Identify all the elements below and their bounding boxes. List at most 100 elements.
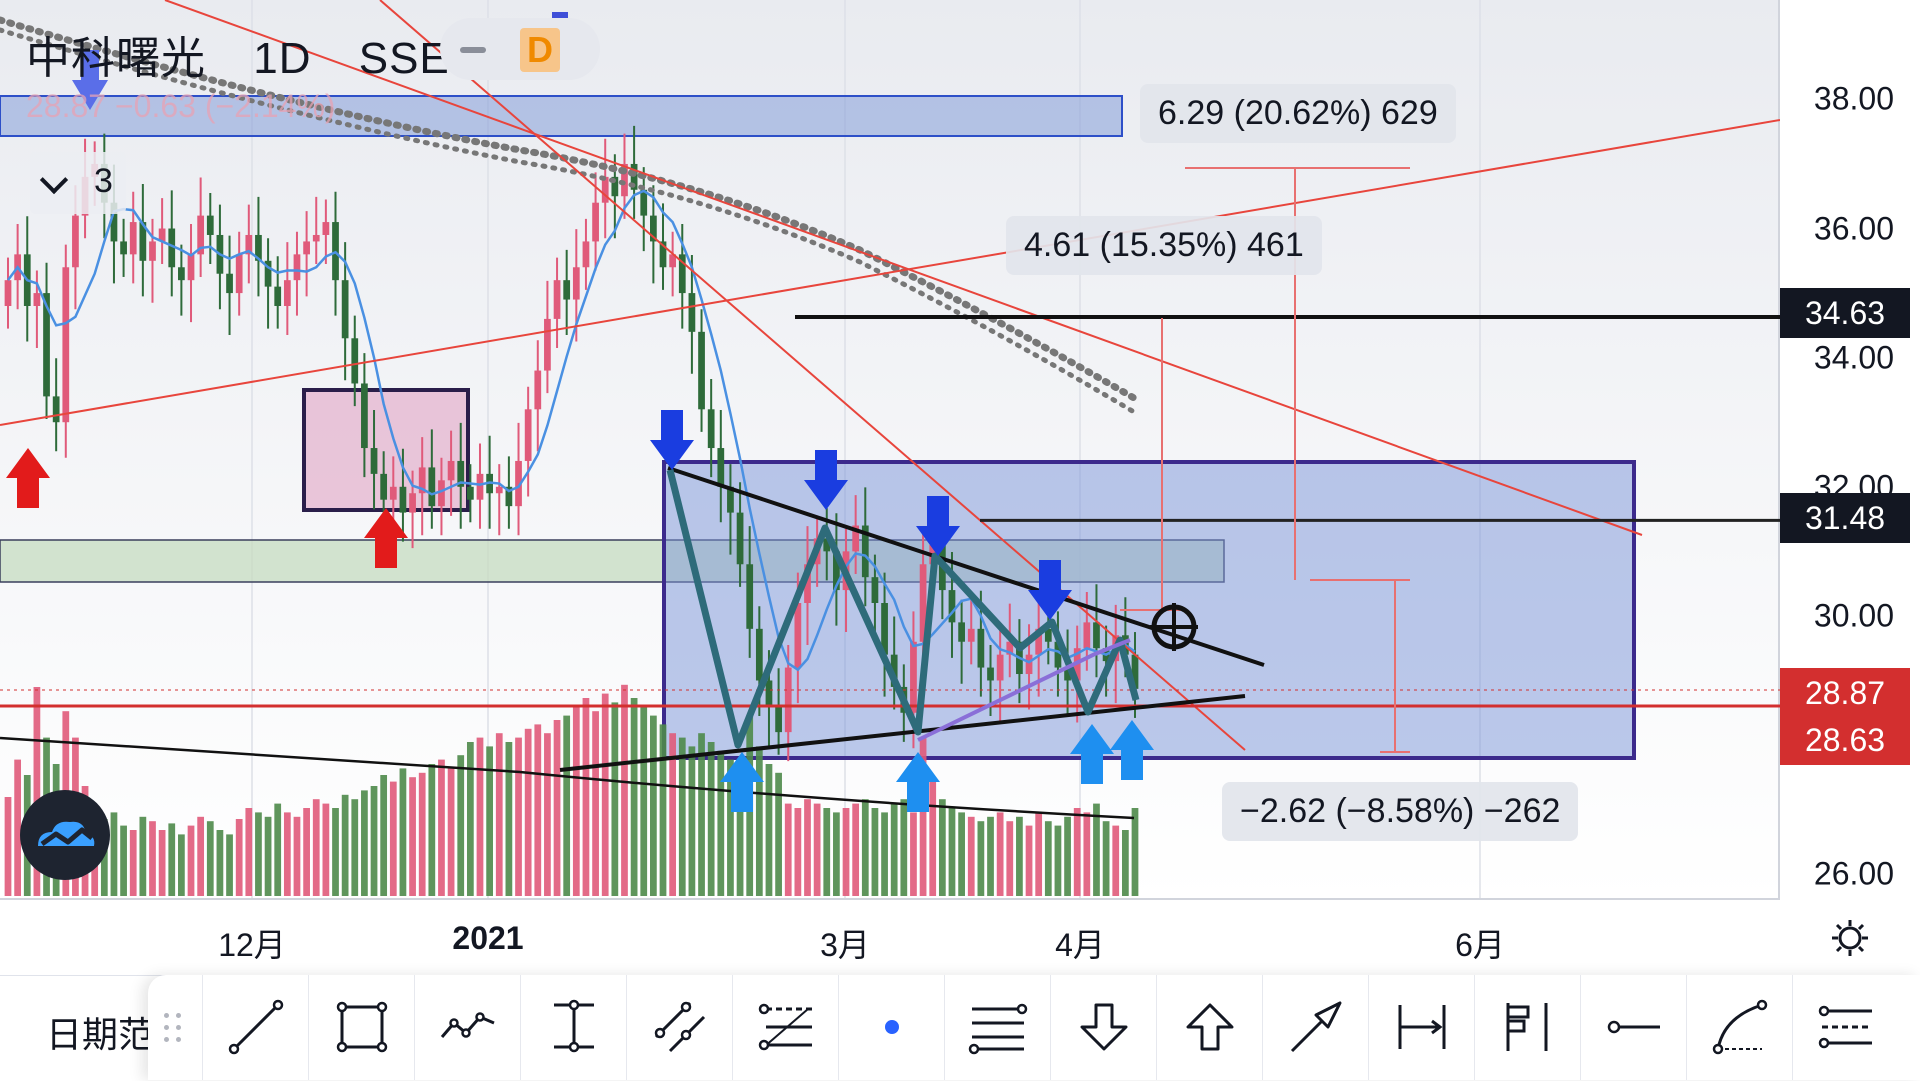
toolbar-date-range-button[interactable] xyxy=(1368,975,1475,1080)
d-badge[interactable]: D xyxy=(520,28,560,72)
date-range-icon xyxy=(1398,1005,1446,1049)
candle-body xyxy=(322,222,330,235)
volume-bar xyxy=(601,693,609,896)
toolbar-arrow-up-button[interactable] xyxy=(1156,975,1263,1080)
minus-icon[interactable] xyxy=(460,47,486,53)
volume-bar xyxy=(987,816,994,896)
toolbar-parallel-channel-button[interactable] xyxy=(626,975,733,1080)
volume-bar xyxy=(890,803,898,896)
candle-body xyxy=(996,654,1004,681)
candle-body xyxy=(553,280,561,319)
chart-type-pill[interactable]: D xyxy=(440,18,600,80)
volume-bar xyxy=(206,821,214,896)
date-range-button[interactable]: 日期范 xyxy=(46,1014,155,1055)
toolbar-rectangle-button[interactable] xyxy=(308,975,415,1080)
toolbar-price-range-button[interactable] xyxy=(520,975,627,1080)
price-axis[interactable]: 38.00 36.00 34.00 32.00 30.00 26.00 xyxy=(1780,0,1920,900)
candle-body xyxy=(283,280,291,306)
candle-body xyxy=(524,409,532,461)
arrow-up-icon xyxy=(896,752,940,812)
toolbar-dot-button[interactable] xyxy=(838,975,945,1080)
volume-bar xyxy=(611,702,619,896)
arrow-up-icon xyxy=(364,508,408,568)
measure-label[interactable]: −2.62 (−8.58%) −262 xyxy=(1222,782,1579,841)
x-tick-label: 6月 xyxy=(1455,927,1505,963)
candle-body xyxy=(698,331,705,410)
candle-body xyxy=(582,241,590,268)
drawing-toolbar xyxy=(148,975,1920,1080)
arrow-down-icon xyxy=(804,450,848,510)
volume-bar xyxy=(910,812,917,896)
volume-bar xyxy=(871,808,879,896)
volume-bar xyxy=(370,786,378,896)
candle-body xyxy=(678,254,686,294)
toolbar-path-button[interactable] xyxy=(414,975,521,1080)
candle-body xyxy=(794,603,802,668)
candle-body xyxy=(168,228,176,268)
y-tick-label: 30.00 xyxy=(1813,597,1894,634)
candle-body xyxy=(967,628,975,642)
y-tick-label: 26.00 xyxy=(1813,855,1894,892)
candle-body xyxy=(630,163,638,190)
ghost-quote: 28.87 −0.63 (−2.14%) xyxy=(26,88,336,124)
volume-bar xyxy=(996,812,1004,896)
interval-label[interactable]: 1D xyxy=(253,34,312,83)
volume-bar xyxy=(1006,821,1014,896)
volume-bar xyxy=(544,733,551,896)
volume-bar xyxy=(255,812,262,896)
volume-bar xyxy=(861,799,869,896)
indicator-toggle[interactable]: 3 xyxy=(30,152,126,214)
candle-body xyxy=(351,338,359,384)
volume-bar xyxy=(938,799,946,896)
volume-bar xyxy=(409,777,416,896)
horizontal-ray-icon xyxy=(1607,1020,1660,1034)
toolbar-curve-button[interactable] xyxy=(1686,975,1793,1080)
arrow-up-icon xyxy=(1070,724,1114,784)
triangle-lower-line xyxy=(559,694,1246,772)
toolbar-fib-retracement-button[interactable] xyxy=(732,975,839,1080)
volume-bar xyxy=(380,775,388,896)
price-chart[interactable] xyxy=(0,0,1780,900)
candle-body xyxy=(399,486,407,513)
candle-body xyxy=(361,383,368,449)
measure-label[interactable]: 6.29 (20.62%) 629 xyxy=(1140,84,1456,143)
symbol-name[interactable]: 中科曙光 xyxy=(26,34,206,83)
candle-body xyxy=(755,628,763,681)
candle-body xyxy=(948,590,956,623)
toolbar-fib-channel-button[interactable] xyxy=(1792,975,1899,1080)
long-ma-dotted xyxy=(0,16,1138,402)
candle-body xyxy=(1131,654,1139,689)
candle-body xyxy=(505,486,513,507)
volume-bar xyxy=(881,812,888,896)
candle-body xyxy=(1025,654,1033,675)
toolbar-horizontal-ray-button[interactable] xyxy=(1580,975,1687,1080)
volume-bar xyxy=(650,715,657,896)
candle-body xyxy=(72,215,79,268)
candle-body xyxy=(110,202,118,242)
toolbar-long-position-button[interactable] xyxy=(1474,975,1581,1080)
volume-bar xyxy=(197,816,205,896)
grip-handle-icon[interactable] xyxy=(164,1013,186,1043)
toolbar-arrow-marker-button[interactable] xyxy=(1262,975,1369,1080)
volume-bar xyxy=(727,759,734,896)
toolbar-trend-line-button[interactable] xyxy=(202,975,309,1080)
volume-bar xyxy=(669,733,677,896)
toolbar-horizontal-lines-button[interactable] xyxy=(944,975,1051,1080)
arrow-down-icon xyxy=(1080,1003,1128,1051)
arrow-down-icon xyxy=(650,410,694,470)
candle-body xyxy=(534,370,542,410)
x-tick-label: 12月 xyxy=(218,927,286,963)
candle-body xyxy=(1006,641,1014,655)
candle-body xyxy=(659,241,667,268)
price-badge: 28.87 xyxy=(1780,668,1910,718)
app-logo[interactable] xyxy=(20,790,110,880)
toolbar-arrow-down-button[interactable] xyxy=(1050,975,1157,1080)
candle-body xyxy=(650,215,657,242)
measure-label[interactable]: 4.61 (15.35%) 461 xyxy=(1006,216,1322,275)
volume-bar xyxy=(524,728,532,896)
volume-bar xyxy=(447,768,455,896)
volume-bar xyxy=(1025,825,1033,896)
long-ma-black xyxy=(0,736,521,774)
settings-gear-icon[interactable] xyxy=(1830,918,1870,958)
red-trend-line xyxy=(164,0,1643,536)
